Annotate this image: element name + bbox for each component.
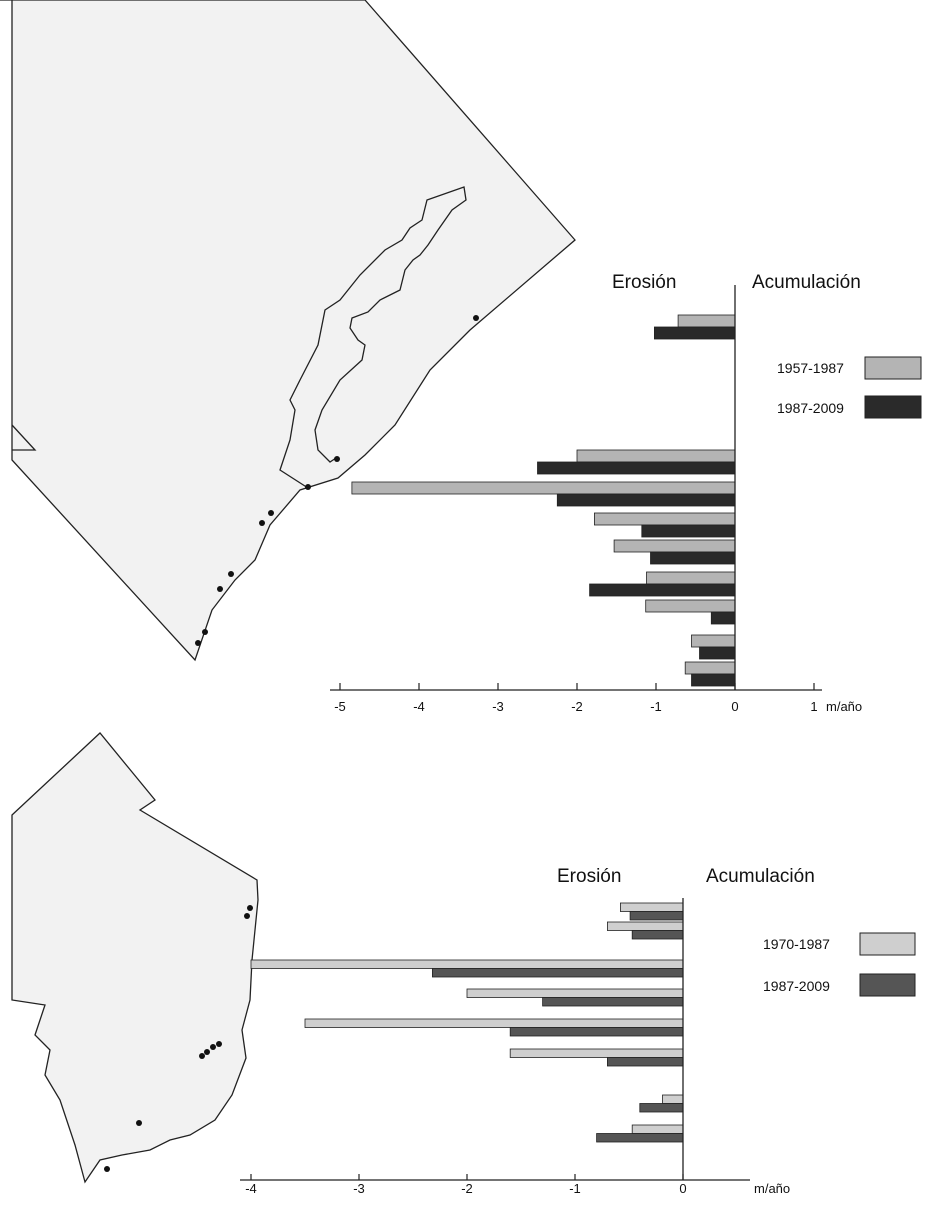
chart-bottom: Erosión Acumulación -4 -3 -2 -1 0 m/año 1970… xyxy=(240,866,916,1196)
bar-1957-1987-row-7 xyxy=(646,571,736,585)
bar-1970-1987-row-5 xyxy=(466,988,684,998)
site-marker xyxy=(195,640,201,646)
chart-top-legend: 1957-1987 1987-2009 xyxy=(777,356,922,419)
bar-1987-2009-row-7 xyxy=(589,583,736,597)
legend-label-1957-1987: 1957-1987 xyxy=(777,360,844,376)
map-top-sites xyxy=(195,315,479,646)
legend-swatch-1957-1987 xyxy=(864,356,922,380)
bar-1987-2009-row-10 xyxy=(691,673,736,687)
chart-top: Erosión Acumulación -5 -4 -3 -2 -1 0 1 m/año 1… xyxy=(330,272,922,714)
chart-bottom-legend: 1970-1987 1987-2009 xyxy=(763,932,916,997)
bar-1970-1987-row-7 xyxy=(509,1048,684,1058)
site-marker xyxy=(334,456,340,462)
bar-1970-1987-row-1 xyxy=(620,902,684,912)
legend-swatch-1970-1987 xyxy=(859,932,916,956)
bar-1987-2009-row-7 xyxy=(607,1057,684,1067)
chart-top-unit-label: m/año xyxy=(826,699,862,714)
bar-1957-1987-row-8 xyxy=(645,599,736,613)
x-tick-label: -4 xyxy=(413,699,425,714)
bar-1987-2009-row-2 xyxy=(631,930,684,940)
map-top-river xyxy=(11,424,37,451)
x-tick-label: 1 xyxy=(810,699,817,714)
bar-1970-1987-row-9 xyxy=(631,1124,684,1134)
site-marker xyxy=(210,1044,216,1050)
site-marker xyxy=(247,905,253,911)
chart-bottom-axis xyxy=(240,898,750,1181)
bar-1987-2009-row-8 xyxy=(639,1103,684,1113)
chart-bottom-heading-left: Erosión xyxy=(557,866,621,887)
x-tick-label: -1 xyxy=(569,1181,581,1196)
site-marker xyxy=(473,315,479,321)
bar-1957-1987-row-4 xyxy=(351,481,736,495)
x-tick-label: -2 xyxy=(571,699,583,714)
bar-1970-1987-row-6 xyxy=(304,1018,684,1028)
chart-bottom-heading-right: Acumulación xyxy=(706,866,815,887)
bar-1987-2009-row-5 xyxy=(542,997,684,1007)
x-tick-label: 0 xyxy=(679,1181,686,1196)
bar-1957-1987-row-1 xyxy=(677,314,736,328)
bar-1957-1987-row-10 xyxy=(684,661,736,675)
x-tick-label: -5 xyxy=(334,699,346,714)
map-bottom-land xyxy=(11,732,259,1184)
bar-1987-2009-row-4 xyxy=(431,968,684,978)
bar-1970-1987-row-8 xyxy=(662,1094,684,1104)
site-marker xyxy=(204,1049,210,1055)
x-tick-label: 0 xyxy=(731,699,738,714)
chart-top-ticks: -5 -4 -3 -2 -1 0 1 xyxy=(334,683,818,714)
bar-1987-2009-row-6 xyxy=(509,1027,684,1037)
chart-top-heading-left: Erosión xyxy=(612,272,676,293)
site-marker xyxy=(199,1053,205,1059)
x-tick-label: -1 xyxy=(650,699,662,714)
chart-top-bars xyxy=(351,314,736,687)
legend-label-1987-2009-b: 1987-2009 xyxy=(763,978,830,994)
legend-label-1970-1987: 1970-1987 xyxy=(763,936,830,952)
map-top xyxy=(0,0,576,662)
bar-1957-1987-row-3 xyxy=(576,449,736,463)
site-marker xyxy=(268,510,274,516)
site-marker xyxy=(202,629,208,635)
bar-1957-1987-row-6 xyxy=(613,539,736,553)
chart-top-heading-right: Acumulación xyxy=(752,272,861,293)
site-marker xyxy=(104,1166,110,1172)
bar-1987-2009-row-9 xyxy=(596,1133,684,1143)
map-bottom-sites xyxy=(104,905,253,1172)
map-top-lagoon xyxy=(279,186,467,489)
chart-bottom-ticks: -4 -3 -2 -1 0 xyxy=(245,1174,687,1196)
bar-1987-2009-row-9 xyxy=(699,646,736,660)
bar-1987-2009-row-1 xyxy=(629,911,684,921)
site-marker xyxy=(244,913,250,919)
site-marker xyxy=(305,484,311,490)
bar-1987-2009-row-6 xyxy=(650,551,736,565)
bar-1987-2009-row-1 xyxy=(654,326,736,340)
site-marker xyxy=(136,1120,142,1126)
bar-1970-1987-row-2 xyxy=(607,921,684,931)
site-marker xyxy=(217,586,223,592)
legend-swatch-1987-2009 xyxy=(864,395,922,419)
legend-label-1987-2009: 1987-2009 xyxy=(777,400,844,416)
chart-top-axis xyxy=(330,285,822,691)
chart-bottom-bars xyxy=(250,902,684,1143)
legend-swatch-1987-2009-b xyxy=(859,973,916,997)
map-top-land xyxy=(0,0,576,662)
bar-1970-1987-row-4 xyxy=(250,959,684,969)
bar-1987-2009-row-3 xyxy=(537,461,736,475)
x-tick-label: -2 xyxy=(461,1181,473,1196)
bar-1987-2009-row-5 xyxy=(641,524,736,538)
x-tick-label: -3 xyxy=(492,699,504,714)
map-bottom xyxy=(11,732,259,1184)
chart-bottom-unit-label: m/año xyxy=(754,1181,790,1196)
bar-1987-2009-row-4 xyxy=(556,493,736,507)
x-tick-label: -4 xyxy=(245,1181,257,1196)
site-marker xyxy=(228,571,234,577)
bar-1957-1987-row-5 xyxy=(594,512,736,526)
bar-1987-2009-row-8 xyxy=(710,611,736,625)
x-tick-label: -3 xyxy=(353,1181,365,1196)
site-marker xyxy=(216,1041,222,1047)
bar-1957-1987-row-9 xyxy=(691,634,736,648)
site-marker xyxy=(259,520,265,526)
